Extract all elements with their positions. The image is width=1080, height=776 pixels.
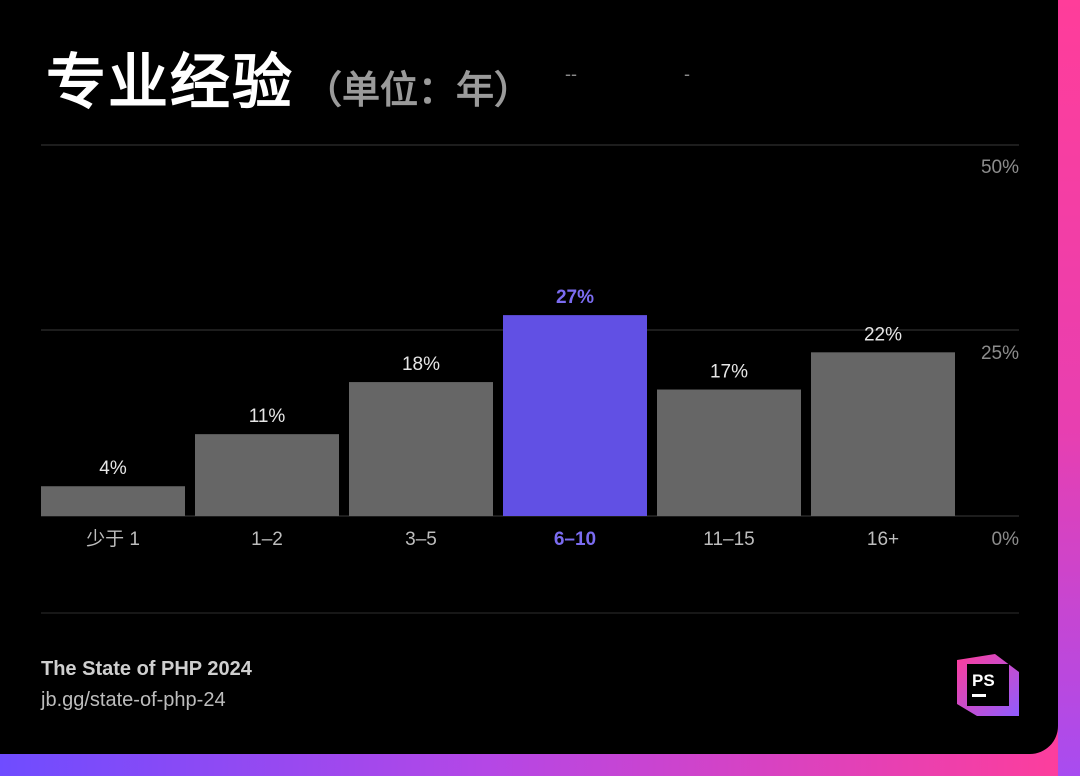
bar-value-label: 4% <box>99 458 127 479</box>
bar-value-label: 17% <box>710 362 748 383</box>
gradient-edge <box>1058 0 1080 776</box>
dash-mark-b: - <box>684 64 690 84</box>
x-category-label: 少于 1 <box>86 528 140 550</box>
y-tick-label: 0% <box>992 529 1020 550</box>
bar <box>811 352 955 516</box>
bar-value-label: 22% <box>864 324 902 345</box>
card-background: 专业经验 （单位：年） -- - 0% 25% 50% 4% 少于 1 11% 1–2 18%… <box>0 0 1058 754</box>
bar-value-label: 11% <box>249 406 286 427</box>
dash-mark-a: -- <box>565 64 577 84</box>
bar <box>503 315 647 516</box>
x-category-label: 16+ <box>867 529 899 550</box>
bar-value-label: 18% <box>402 354 440 375</box>
footer-link[interactable]: jb.gg/state-of-php-24 <box>41 689 226 711</box>
bar <box>349 382 493 516</box>
bar <box>657 389 801 516</box>
bar <box>41 486 185 516</box>
y-tick-label: 25% <box>981 343 1019 364</box>
y-tick-label: 50% <box>981 157 1019 178</box>
x-category-label: 1–2 <box>251 529 283 550</box>
bar <box>195 434 339 516</box>
chart-title: 专业经验 <box>46 49 294 116</box>
phpstorm-logo-icon: PS <box>957 654 1019 716</box>
bar-value-label: 27% <box>556 287 594 308</box>
bar-chart: 0% 25% 50% 4% 少于 1 11% 1–2 18% 3–5 27% 6–10 17% 11–1… <box>41 144 1020 614</box>
x-category-label: 3–5 <box>405 529 437 550</box>
footer-report-title: The State of PHP 2024 <box>41 658 252 680</box>
logo-text: PS <box>972 671 995 690</box>
title-row: 专业经验 （单位：年） <box>46 34 532 121</box>
chart-subtitle: （单位：年） <box>304 70 533 112</box>
x-category-label: 11–15 <box>703 529 754 550</box>
x-category-label: 6–10 <box>554 529 596 550</box>
